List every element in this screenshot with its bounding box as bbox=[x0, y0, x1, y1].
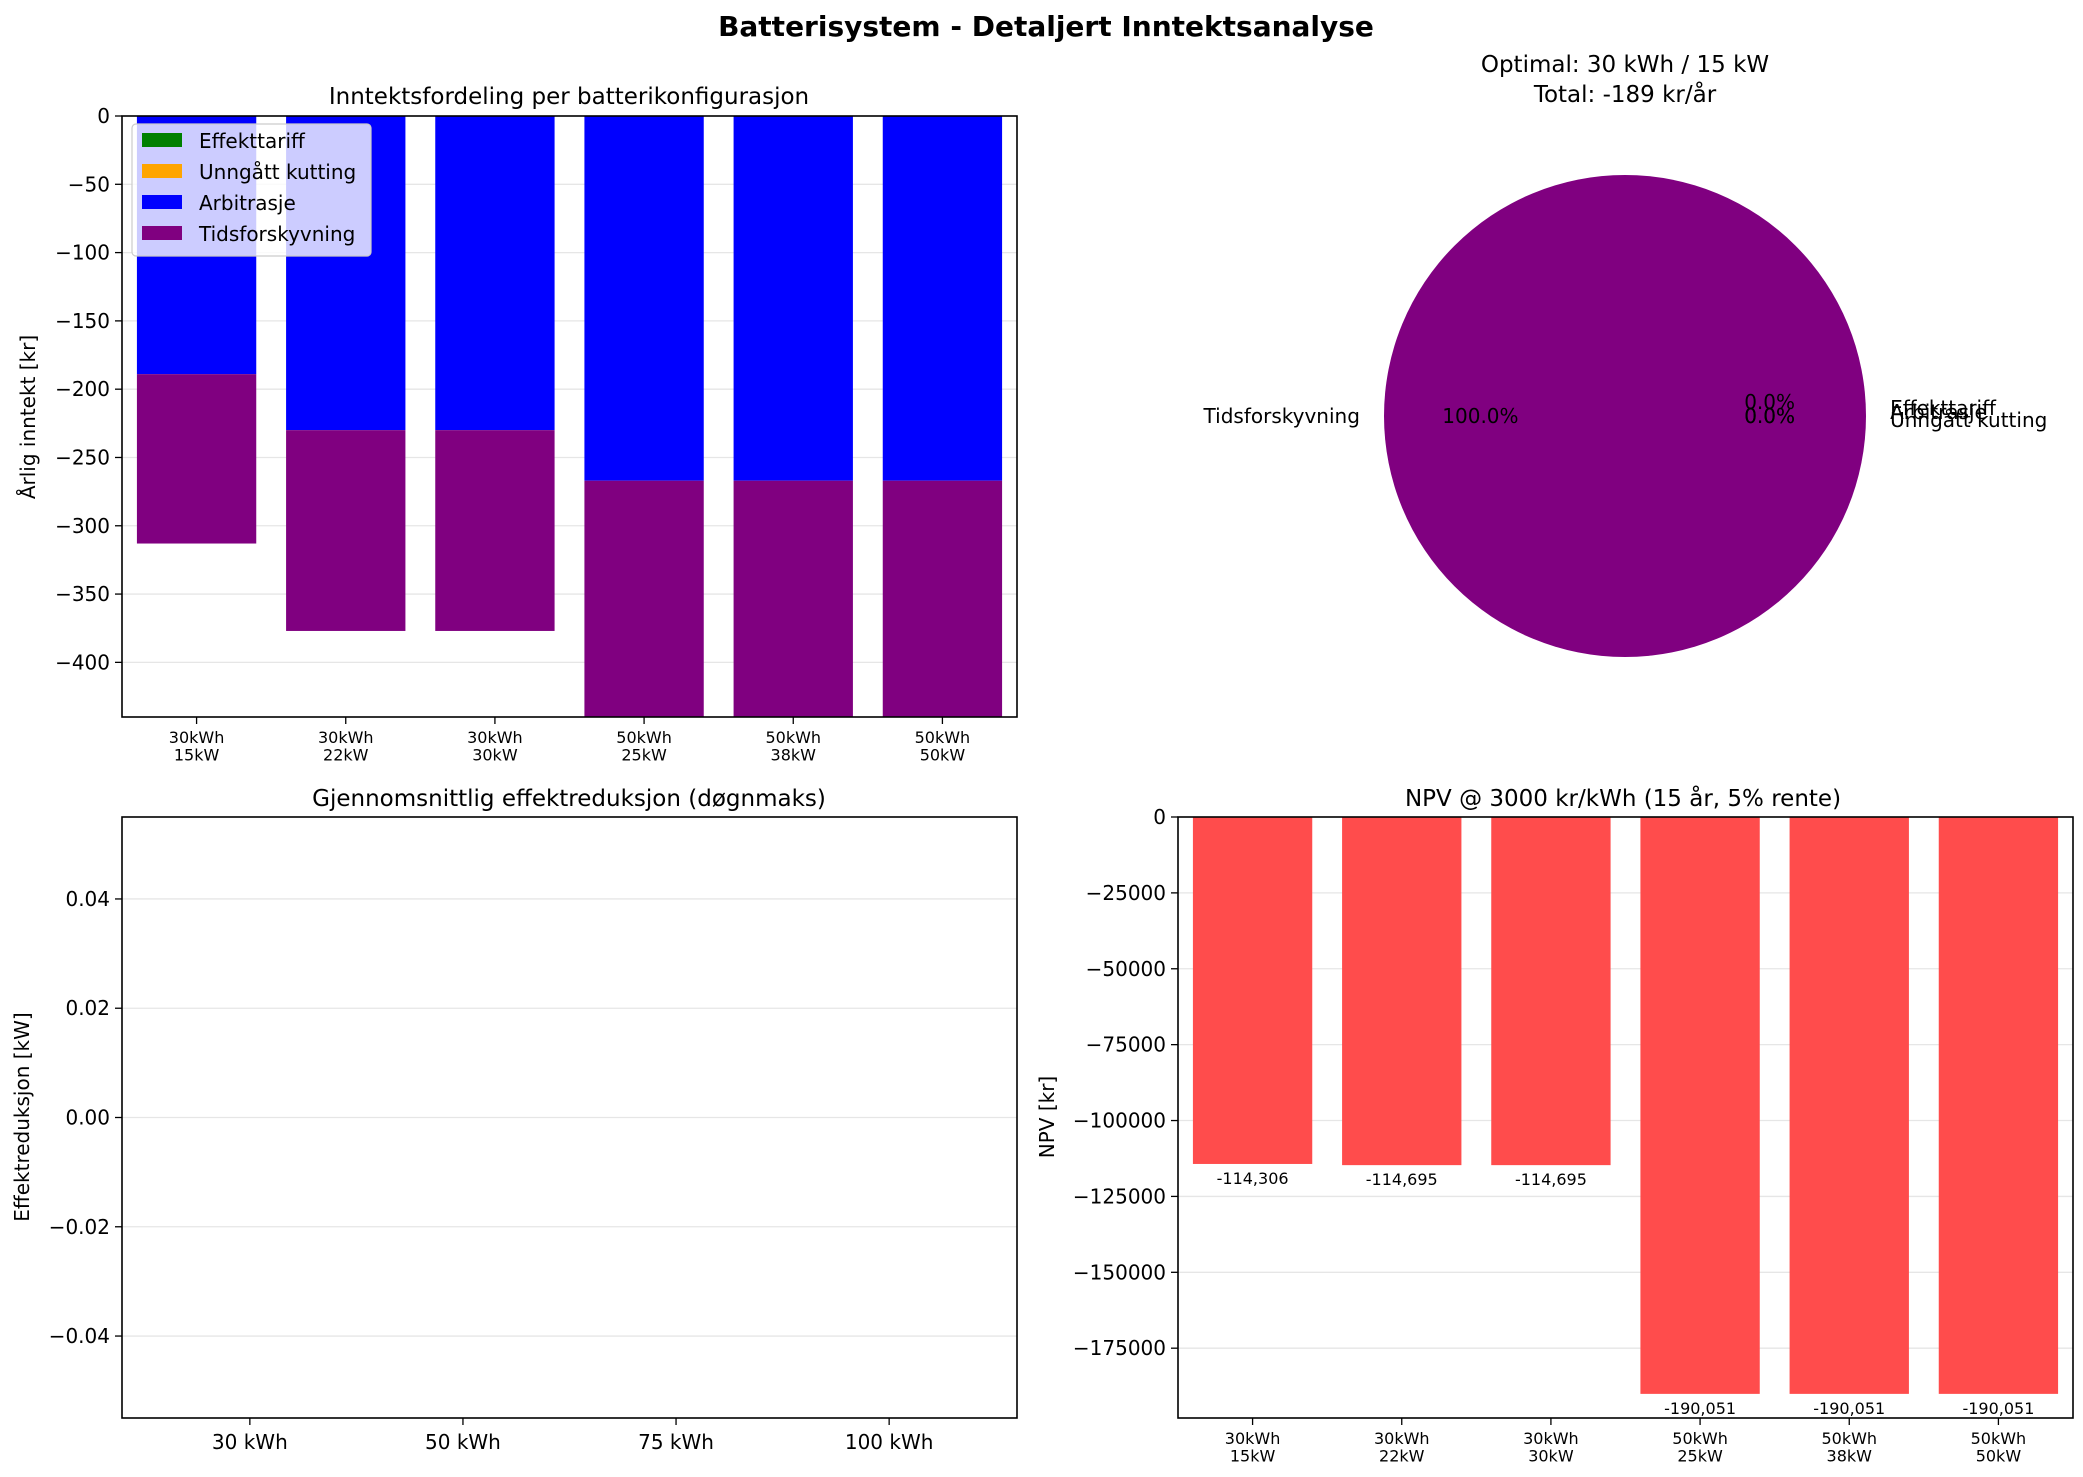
revenue-chart-ylabel: Årlig inntekt [kr] bbox=[16, 335, 40, 499]
npv-bar bbox=[1342, 817, 1462, 1166]
npv-bar bbox=[1789, 817, 1909, 1394]
npv-value-label: -114,695 bbox=[1515, 1170, 1587, 1189]
y-tick-label: 0 bbox=[1153, 805, 1166, 829]
y-tick-label: −300 bbox=[55, 514, 110, 538]
optimal-config-pie-chart: Optimal: 30 kWh / 15 kW Total: -189 kr/å… bbox=[1203, 52, 2047, 657]
npv-chart-title: NPV @ 3000 kr/kWh (15 år, 5% rente) bbox=[1405, 784, 1841, 812]
x-tick-label: 30 kWh bbox=[212, 1430, 288, 1454]
y-tick-label: 0.02 bbox=[65, 996, 110, 1020]
npv-chart: NPV @ 3000 kr/kWh (15 år, 5% rente) -114… bbox=[1035, 784, 2074, 1466]
pie-pct-label: 0.0% bbox=[1744, 390, 1795, 414]
legend-label: Unngått kutting bbox=[199, 160, 356, 184]
pie-label: Effekttariff bbox=[1890, 396, 1997, 420]
y-tick-label: 0 bbox=[97, 104, 110, 128]
npv-bar bbox=[1491, 817, 1611, 1166]
y-tick-label: −125000 bbox=[1073, 1184, 1166, 1208]
y-tick-label: −200 bbox=[55, 377, 110, 401]
pie-title-line1: Optimal: 30 kWh / 15 kW bbox=[1481, 52, 1769, 78]
revenue-chart-frame bbox=[121, 115, 1018, 718]
y-tick-label: −175000 bbox=[1073, 1336, 1166, 1360]
x-tick-label: 50kWh 50kW bbox=[1971, 1429, 2027, 1466]
legend-swatch-effekttariff bbox=[142, 133, 182, 147]
x-tick-label: 50kWh 25kW bbox=[616, 728, 672, 765]
y-tick-label: −0.04 bbox=[49, 1324, 110, 1348]
bar-arbitrasje bbox=[733, 116, 853, 481]
y-tick-label: −250 bbox=[55, 445, 110, 469]
y-tick-label: 0.04 bbox=[65, 887, 110, 911]
revenue-chart-title: Inntektsfordeling per batterikonfigurasj… bbox=[329, 84, 809, 110]
x-tick-label: 30kWh 22kW bbox=[318, 728, 374, 765]
power-reduction-chart: Gjennomsnittlig effektreduksjon (døgnmak… bbox=[10, 786, 1018, 1454]
x-tick-label: 100 kWh bbox=[845, 1430, 934, 1454]
reduction-chart-title: Gjennomsnittlig effektreduksjon (døgnmak… bbox=[312, 786, 826, 812]
y-tick-label: −100 bbox=[55, 241, 110, 265]
pie-slice-tidsforskyvning bbox=[1384, 175, 1866, 657]
y-tick-label: −75000 bbox=[1086, 1033, 1166, 1057]
pie-label: Tidsforskyvning bbox=[1203, 404, 1360, 428]
y-tick-label: −400 bbox=[55, 650, 110, 674]
legend-frame bbox=[131, 123, 372, 257]
pie-label: Arbitrasje bbox=[1890, 400, 1987, 424]
y-tick-label: −25000 bbox=[1086, 881, 1166, 905]
x-tick-label: 50 kWh bbox=[425, 1430, 501, 1454]
x-tick-label: 30kWh 15kW bbox=[169, 728, 225, 765]
bar-arbitrasje bbox=[435, 116, 555, 431]
y-tick-label: −50 bbox=[68, 172, 110, 196]
bar-tidsforskyvning bbox=[136, 374, 257, 544]
bar-tidsforskyvning bbox=[882, 480, 1003, 717]
y-tick-label: −350 bbox=[55, 582, 110, 606]
x-tick-label: 30kWh 22kW bbox=[1374, 1429, 1430, 1466]
revenue-breakdown-chart: Inntektsfordeling per batterikonfigurasj… bbox=[16, 84, 1018, 765]
x-tick-label: 50kWh 50kW bbox=[915, 728, 971, 765]
x-tick-label: 50kWh 25kW bbox=[1672, 1429, 1728, 1466]
pie-title-line2: Total: -189 kr/år bbox=[1533, 80, 1717, 108]
npv-bar bbox=[1640, 817, 1760, 1394]
bar-tidsforskyvning bbox=[286, 430, 406, 631]
legend-swatch-tidsforskyvning bbox=[142, 226, 182, 240]
x-tick-label: 30kWh 30kW bbox=[1523, 1429, 1579, 1466]
y-tick-label: −150000 bbox=[1073, 1260, 1166, 1284]
bar-tidsforskyvning bbox=[733, 480, 853, 717]
reduction-chart-ylabel: Effektreduksjon [kW] bbox=[10, 1012, 34, 1221]
pie-pct-label: 0.0% bbox=[1744, 404, 1795, 428]
npv-chart-frame bbox=[1177, 816, 2074, 1419]
npv-chart-ylabel: NPV [kr] bbox=[1035, 1076, 1059, 1158]
bar-arbitrasje bbox=[584, 116, 704, 481]
npv-value-label: -114,695 bbox=[1366, 1170, 1438, 1189]
y-tick-label: −100000 bbox=[1073, 1109, 1166, 1133]
pie-pct-label: 100.0% bbox=[1442, 404, 1518, 428]
legend-swatch-unngatt bbox=[142, 164, 182, 178]
x-tick-label: 30kWh 30kW bbox=[467, 728, 523, 765]
x-tick-label: 50kWh 38kW bbox=[765, 728, 821, 765]
legend-label: Arbitrasje bbox=[199, 191, 296, 215]
x-tick-label: 30kWh 15kW bbox=[1225, 1429, 1281, 1466]
y-tick-label: −0.02 bbox=[49, 1215, 110, 1239]
bar-tidsforskyvning bbox=[584, 480, 704, 717]
revenue-chart-legend: Effekttariff Unngått kutting Arbitrasje Tid… bbox=[131, 123, 372, 257]
npv-value-label: -190,051 bbox=[1962, 1399, 2034, 1418]
npv-bar bbox=[1192, 817, 1313, 1164]
npv-value-label: -190,051 bbox=[1813, 1399, 1885, 1418]
legend-swatch-arbitrasje bbox=[142, 195, 182, 209]
y-tick-label: −50000 bbox=[1086, 957, 1166, 981]
npv-bar bbox=[1938, 817, 2059, 1394]
x-tick-label: 75 kWh bbox=[638, 1430, 714, 1454]
legend-label: Tidsforskyvning bbox=[198, 222, 355, 246]
x-tick-label: 50kWh 38kW bbox=[1821, 1429, 1877, 1466]
pie-label: Unngått kutting bbox=[1890, 408, 2047, 432]
figure-suptitle: Batterisystem - Detaljert Inntektsanalys… bbox=[718, 10, 1374, 43]
bar-arbitrasje bbox=[882, 116, 1003, 481]
npv-value-label: -114,306 bbox=[1217, 1169, 1289, 1188]
npv-value-label: -190,051 bbox=[1664, 1399, 1736, 1418]
bar-tidsforskyvning bbox=[435, 430, 555, 631]
y-tick-label: −150 bbox=[55, 309, 110, 333]
pie-pct-label: 0.0% bbox=[1744, 404, 1795, 428]
y-tick-label: 0.00 bbox=[65, 1106, 110, 1130]
legend-label: Effekttariff bbox=[199, 129, 306, 153]
